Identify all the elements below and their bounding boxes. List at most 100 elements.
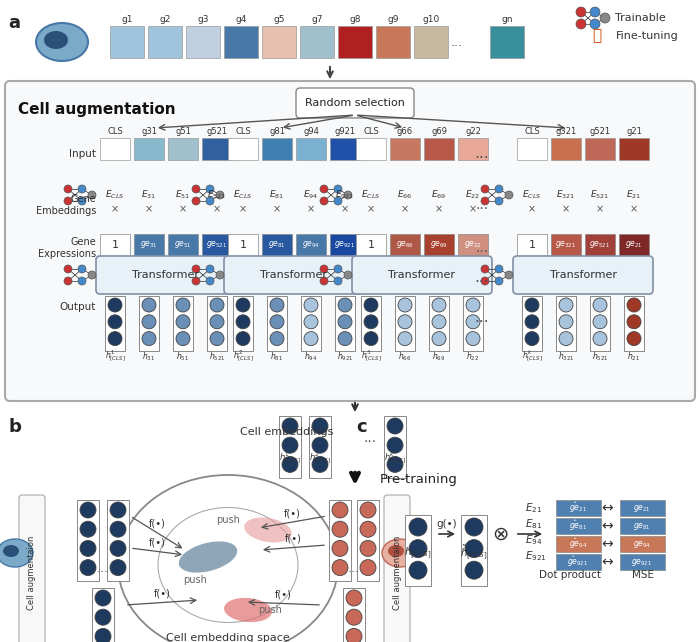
Circle shape [593, 298, 607, 312]
Text: g9: g9 [387, 15, 399, 24]
Circle shape [110, 541, 126, 557]
Circle shape [88, 191, 96, 199]
Circle shape [176, 315, 190, 329]
Text: gn: gn [501, 15, 512, 24]
Circle shape [495, 277, 503, 285]
Bar [202, 138, 232, 160]
Bar [100, 234, 130, 256]
Circle shape [320, 197, 328, 205]
Text: f(•): f(•) [284, 508, 301, 518]
Bar [262, 234, 292, 256]
Circle shape [576, 19, 586, 29]
Circle shape [344, 191, 352, 199]
Text: $\hat{ge}_{21}$: $\hat{ge}_{21}$ [569, 501, 587, 516]
Text: push: push [258, 605, 282, 615]
Circle shape [364, 315, 378, 329]
Circle shape [312, 437, 328, 453]
Circle shape [590, 7, 600, 17]
Circle shape [78, 265, 86, 273]
Text: $E_{31}$: $E_{31}$ [141, 189, 157, 201]
Text: $h_{22}$: $h_{22}$ [466, 350, 480, 363]
Text: $ge_{94}$: $ge_{94}$ [633, 539, 651, 550]
Text: Cell embeddings: Cell embeddings [240, 427, 333, 437]
Text: $\hat{ge}_{81}$: $\hat{ge}_{81}$ [569, 519, 587, 534]
Text: Gene
Expressions: Gene Expressions [38, 237, 96, 259]
Text: ...: ... [475, 311, 489, 325]
Ellipse shape [224, 598, 272, 622]
Text: $h_{[CLS]}$: $h_{[CLS]}$ [405, 545, 432, 561]
Ellipse shape [36, 23, 88, 61]
Bar [296, 138, 326, 160]
Text: g521: g521 [206, 126, 228, 135]
Circle shape [108, 315, 122, 329]
Bar [139, 296, 159, 351]
Circle shape [334, 197, 342, 205]
Bar [376, 26, 410, 58]
Text: $ge_{94}$: $ge_{94}$ [302, 239, 320, 250]
Bar [461, 516, 486, 586]
Circle shape [398, 332, 412, 345]
Bar [624, 296, 644, 351]
Circle shape [332, 560, 348, 576]
Circle shape [95, 590, 111, 606]
Text: Transformer: Transformer [389, 270, 456, 280]
Ellipse shape [3, 545, 19, 557]
Text: g94: g94 [303, 126, 319, 135]
Bar [414, 26, 448, 58]
Circle shape [192, 265, 200, 273]
Circle shape [95, 609, 111, 625]
Text: ×: × [145, 204, 153, 214]
Circle shape [110, 521, 126, 537]
Text: f(•): f(•) [149, 537, 166, 548]
Text: g7: g7 [312, 15, 323, 24]
Bar [517, 234, 547, 256]
Bar [390, 234, 420, 256]
Text: $E_{21}$: $E_{21}$ [626, 189, 642, 201]
Circle shape [525, 298, 539, 312]
Bar [458, 234, 488, 256]
Circle shape [270, 298, 284, 312]
Text: $E_{81}$: $E_{81}$ [270, 189, 285, 201]
Text: $ge_{521}$: $ge_{521}$ [206, 239, 228, 250]
Text: $\hat{ge}_{921}$: $\hat{ge}_{921}$ [568, 555, 589, 569]
Bar [173, 296, 193, 351]
Circle shape [593, 315, 607, 329]
Circle shape [360, 541, 376, 557]
Bar [335, 296, 355, 351]
Circle shape [64, 185, 72, 193]
Text: Transformer: Transformer [260, 270, 328, 280]
Circle shape [505, 271, 513, 279]
Circle shape [481, 197, 489, 205]
Text: $h^2_{[CLS]}$: $h^2_{[CLS]}$ [232, 349, 253, 364]
Text: $h_{921}$: $h_{921}$ [337, 350, 354, 363]
Ellipse shape [382, 539, 418, 567]
Circle shape [282, 418, 298, 434]
Circle shape [409, 539, 427, 558]
Bar [490, 26, 524, 58]
Circle shape [210, 298, 224, 312]
Circle shape [465, 518, 483, 536]
Text: $h_{31}$: $h_{31}$ [142, 350, 155, 363]
Bar [110, 26, 144, 58]
Circle shape [320, 185, 328, 193]
Text: $E_{22}$: $E_{22}$ [466, 189, 481, 201]
Text: Output: Output [60, 302, 96, 312]
Circle shape [332, 502, 348, 518]
Text: $ge_{521}$: $ge_{521}$ [589, 239, 610, 250]
Bar [228, 234, 258, 256]
FancyBboxPatch shape [296, 88, 414, 118]
Text: Pre-training: Pre-training [380, 473, 458, 485]
FancyBboxPatch shape [5, 81, 695, 401]
Bar [590, 296, 610, 351]
Circle shape [432, 298, 446, 312]
Bar [620, 536, 665, 552]
Circle shape [627, 298, 641, 312]
Bar [233, 296, 253, 351]
Circle shape [192, 185, 200, 193]
Circle shape [192, 197, 200, 205]
Circle shape [432, 332, 446, 345]
Circle shape [304, 332, 318, 345]
Bar [619, 234, 649, 256]
Text: ⊗: ⊗ [492, 525, 508, 544]
Circle shape [627, 332, 641, 345]
